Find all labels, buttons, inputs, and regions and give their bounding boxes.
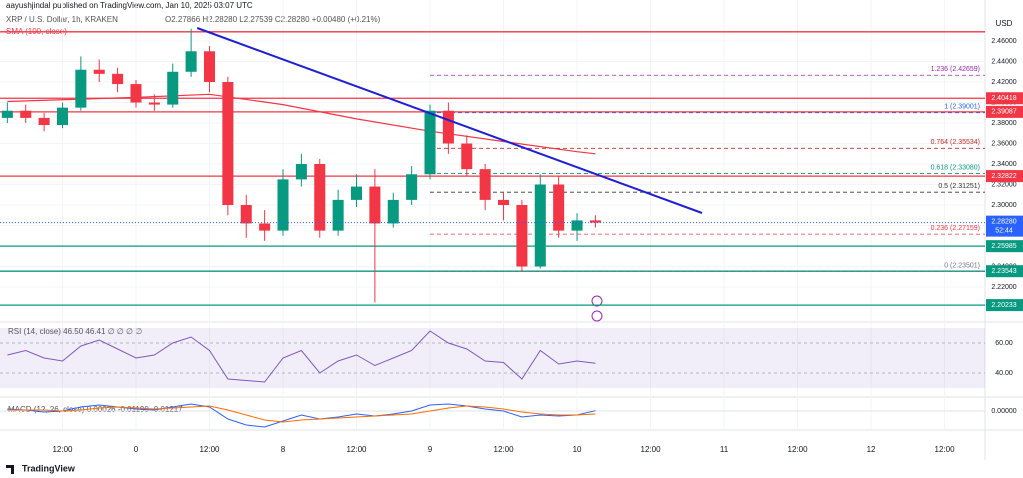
resistance-label: 2.39087 xyxy=(991,109,1016,116)
last-price-label: 2.28280 xyxy=(991,218,1016,225)
support-label: 2.25985 xyxy=(991,243,1016,250)
event-icon[interactable] xyxy=(591,310,603,322)
support-label: 2.20233 xyxy=(991,302,1016,309)
candle-body xyxy=(56,107,68,126)
x-tick-label: 11 xyxy=(720,445,729,454)
x-tick-label: 12:00 xyxy=(935,445,956,454)
candle-body xyxy=(130,84,142,103)
macd-legend: MACD (12, 26, close) 0.00026 -0.01190 -0… xyxy=(8,405,183,414)
y-tick-label: 2.30000 xyxy=(991,202,1016,209)
candle-body xyxy=(571,220,583,231)
fib-label: 0 (2.23501) xyxy=(944,262,980,269)
candle-body xyxy=(222,82,234,206)
x-tick-label: 12:00 xyxy=(346,445,367,454)
y-tick-label: 2.46000 xyxy=(991,38,1016,45)
candle-body xyxy=(240,205,252,224)
x-tick-label: 12 xyxy=(867,445,876,454)
candle-body xyxy=(1,110,13,118)
fib-label: 0.236 (2.27159) xyxy=(931,225,980,232)
candle-body xyxy=(461,143,473,170)
candle-body xyxy=(516,205,528,267)
x-tick-label: 9 xyxy=(428,445,433,454)
x-tick-label: 12:00 xyxy=(199,445,220,454)
x-tick-label: 8 xyxy=(281,445,286,454)
rsi-band xyxy=(0,328,985,389)
fib-label: 0.764 (2.35534) xyxy=(931,139,980,146)
candle-body xyxy=(20,110,32,118)
candle-body xyxy=(424,110,436,175)
logo: TradingView xyxy=(22,463,76,473)
publisher: aayushjindal published on TradingView.co… xyxy=(6,1,253,10)
resistance-label: 2.40418 xyxy=(991,95,1016,102)
macd-line xyxy=(7,403,596,428)
candle-body xyxy=(350,186,363,200)
resistance-badge xyxy=(986,170,1023,183)
candle-body xyxy=(332,199,344,231)
candle-body xyxy=(185,51,197,72)
x-tick-label: 0 xyxy=(134,445,139,454)
candle-body xyxy=(167,71,179,105)
fib-label: 1.236 (2.42659) xyxy=(931,66,980,73)
y-tick-label: 2.44000 xyxy=(991,58,1016,65)
last-price-badge xyxy=(986,215,1023,237)
resistance-badge xyxy=(986,105,1023,118)
event-icon[interactable] xyxy=(591,295,603,307)
ohlc: O2.27866 H2.28280 L2.27539 C2.28280 +0.0… xyxy=(165,15,381,24)
x-tick-label: 12:00 xyxy=(641,445,662,454)
x-tick-label: 12:00 xyxy=(52,445,73,454)
candle-body xyxy=(93,69,105,74)
resistance-label: 2.32822 xyxy=(991,173,1016,180)
candle-body xyxy=(553,184,565,231)
support-badge xyxy=(986,299,1023,312)
candle-body xyxy=(479,169,491,200)
support-label: 2.23543 xyxy=(991,268,1016,275)
candle-body xyxy=(314,164,326,231)
support-badge xyxy=(986,265,1023,278)
candle-body xyxy=(498,199,510,206)
macd-tick-label: 0.00000 xyxy=(991,408,1016,415)
rsi-legend: RSI (14, close) 46.50 46.41 ∅ ∅ ∅ ∅ xyxy=(8,327,142,336)
candle-body xyxy=(259,223,271,231)
rsi-tick-label: 60.00 xyxy=(995,340,1013,347)
candle-body xyxy=(277,179,289,231)
y-tick-label: 2.38000 xyxy=(991,120,1016,127)
candle-body xyxy=(295,164,307,180)
support-badge xyxy=(986,240,1023,253)
x-tick-label: 12:00 xyxy=(494,445,515,454)
trendline xyxy=(196,27,703,214)
candle-body xyxy=(534,184,546,267)
y-tick-label: 2.34000 xyxy=(991,161,1016,168)
y-tick-label: 2.36000 xyxy=(991,140,1016,147)
candle-body xyxy=(112,73,124,85)
candle-body xyxy=(406,174,418,200)
rsi-line xyxy=(7,330,596,383)
candle-body xyxy=(387,199,399,224)
logo-icon xyxy=(6,465,14,474)
x-tick-label: 10 xyxy=(573,445,582,454)
countdown: 52:44 xyxy=(995,227,1013,234)
y-tick-label: 2.32000 xyxy=(991,181,1016,188)
currency: USD xyxy=(996,19,1013,28)
candle-body xyxy=(589,220,601,223)
candle-body xyxy=(148,102,160,105)
candle-body xyxy=(442,110,454,144)
candle-body xyxy=(38,117,50,126)
candle-body xyxy=(203,51,216,83)
resistance-badge xyxy=(986,92,1023,105)
candle-body xyxy=(75,69,87,108)
fib-label: 0.5 (2.31251) xyxy=(938,183,980,190)
fib-label: 1 (2.39001) xyxy=(944,104,980,111)
sma-line xyxy=(7,93,596,155)
fib-label: 0.618 (2.33080) xyxy=(931,164,980,171)
candle-body xyxy=(369,186,381,224)
y-tick-label: 2.42000 xyxy=(991,79,1016,86)
x-tick-label: 12:00 xyxy=(788,445,809,454)
macd-line xyxy=(7,405,596,423)
rsi-tick-label: 40.00 xyxy=(995,370,1013,377)
y-tick-label: 2.22000 xyxy=(991,284,1016,291)
